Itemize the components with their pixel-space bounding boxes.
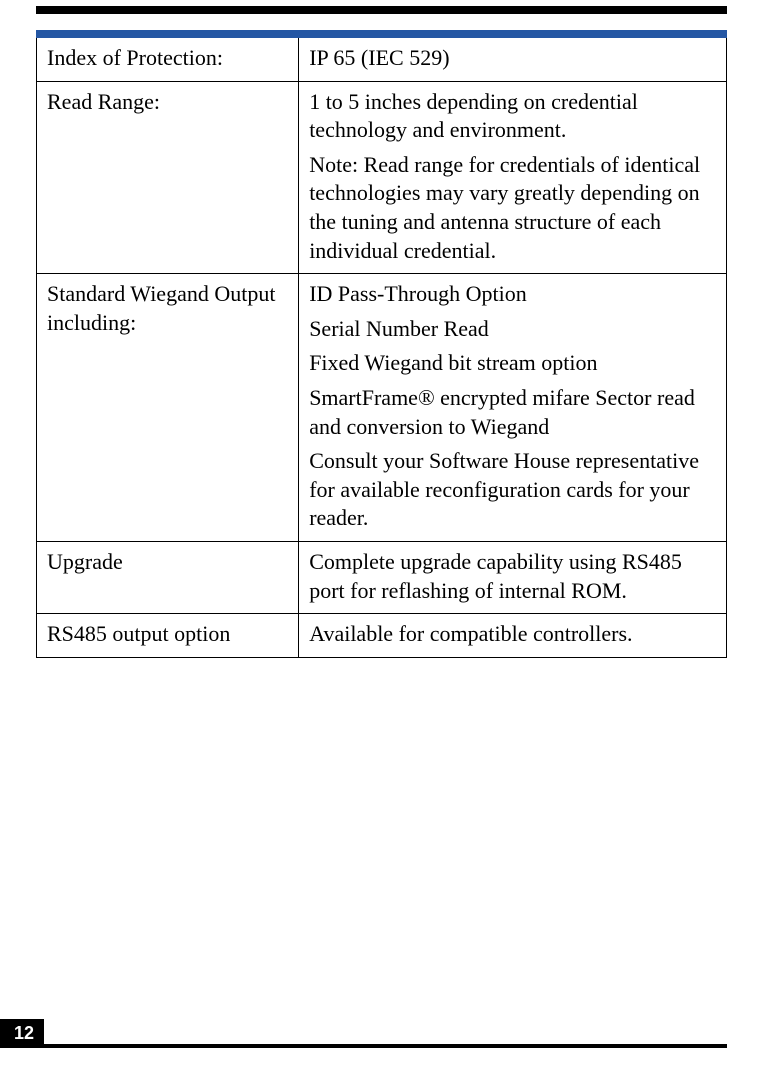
spec-value-line: Consult your Software House representati… bbox=[309, 447, 716, 533]
spec-label: Read Range: bbox=[37, 81, 299, 274]
table-row: Index of Protection: IP 65 (IEC 529) bbox=[37, 38, 727, 81]
spec-value: Complete upgrade capability using RS485 … bbox=[299, 541, 727, 613]
footer: 12 bbox=[0, 1044, 763, 1048]
top-black-rule bbox=[36, 6, 727, 14]
page: Index of Protection: IP 65 (IEC 529) Rea… bbox=[0, 6, 763, 1068]
footer-rule bbox=[36, 1044, 727, 1048]
table-row: RS485 output option Available for compat… bbox=[37, 614, 727, 658]
spec-value: ID Pass-Through Option Serial Number Rea… bbox=[299, 274, 727, 542]
spec-value-line: Note: Read range for credentials of iden… bbox=[309, 151, 716, 265]
spec-value-line: IP 65 (IEC 529) bbox=[309, 44, 716, 73]
spec-value: Available for compatible controllers. bbox=[299, 614, 727, 658]
spec-value: 1 to 5 inches depending on credential te… bbox=[299, 81, 727, 274]
spec-value-line: Available for compatible controllers. bbox=[309, 620, 716, 649]
top-blue-rule bbox=[36, 30, 727, 38]
spec-value-line: ID Pass-Through Option bbox=[309, 280, 716, 309]
table-row: Read Range: 1 to 5 inches depending on c… bbox=[37, 81, 727, 274]
spec-value-line: Serial Number Read bbox=[309, 315, 716, 344]
spec-value-line: Complete upgrade capability using RS485 … bbox=[309, 548, 716, 605]
spec-label: Upgrade bbox=[37, 541, 299, 613]
spec-label: Index of Protection: bbox=[37, 38, 299, 81]
spec-value: IP 65 (IEC 529) bbox=[299, 38, 727, 81]
spec-value-line: 1 to 5 inches depending on credential te… bbox=[309, 88, 716, 145]
spec-table: Index of Protection: IP 65 (IEC 529) Rea… bbox=[36, 38, 727, 658]
spec-value-line: Fixed Wiegand bit stream option bbox=[309, 349, 716, 378]
table-row: Upgrade Complete upgrade capability usin… bbox=[37, 541, 727, 613]
table-row: Standard Wiegand Output including: ID Pa… bbox=[37, 274, 727, 542]
spec-label: RS485 output option bbox=[37, 614, 299, 658]
page-number: 12 bbox=[0, 1019, 44, 1048]
spec-label: Standard Wiegand Output including: bbox=[37, 274, 299, 542]
spec-value-line: SmartFrame® encrypted mifare Sector read… bbox=[309, 384, 716, 441]
